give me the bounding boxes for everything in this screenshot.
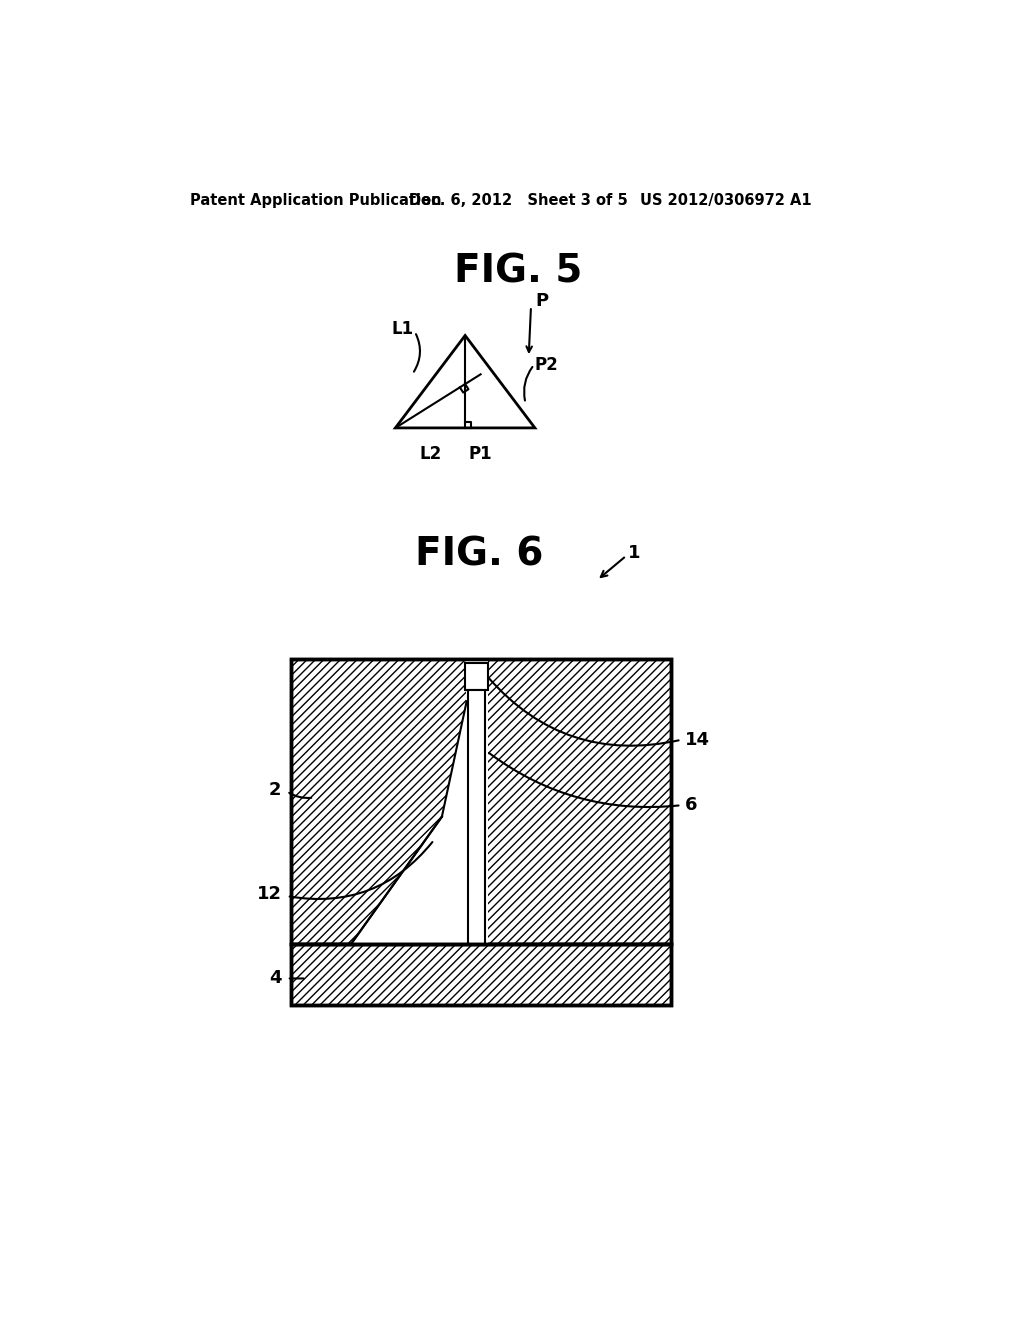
Text: P2: P2 <box>535 356 559 374</box>
Text: Dec. 6, 2012   Sheet 3 of 5: Dec. 6, 2012 Sheet 3 of 5 <box>409 193 628 209</box>
Text: L1: L1 <box>391 321 414 338</box>
Text: 12: 12 <box>256 884 282 903</box>
Text: Patent Application Publication: Patent Application Publication <box>190 193 441 209</box>
Bar <box>465 663 488 689</box>
Text: 2: 2 <box>269 781 282 799</box>
Bar <box>291 944 671 1006</box>
Text: 1: 1 <box>628 544 640 561</box>
Text: 6: 6 <box>684 796 697 814</box>
Text: L2: L2 <box>419 445 441 463</box>
Bar <box>291 659 671 944</box>
Text: FIG. 5: FIG. 5 <box>454 252 582 290</box>
Text: 4: 4 <box>269 969 282 987</box>
Text: P1: P1 <box>469 445 493 463</box>
Bar <box>291 944 671 1006</box>
Bar <box>466 659 487 944</box>
Bar <box>291 659 671 944</box>
Polygon shape <box>351 701 467 944</box>
Text: 14: 14 <box>684 731 710 748</box>
Bar <box>468 689 485 944</box>
Text: US 2012/0306972 A1: US 2012/0306972 A1 <box>640 193 811 209</box>
Text: FIG. 6: FIG. 6 <box>415 536 543 574</box>
Text: P: P <box>536 292 549 310</box>
